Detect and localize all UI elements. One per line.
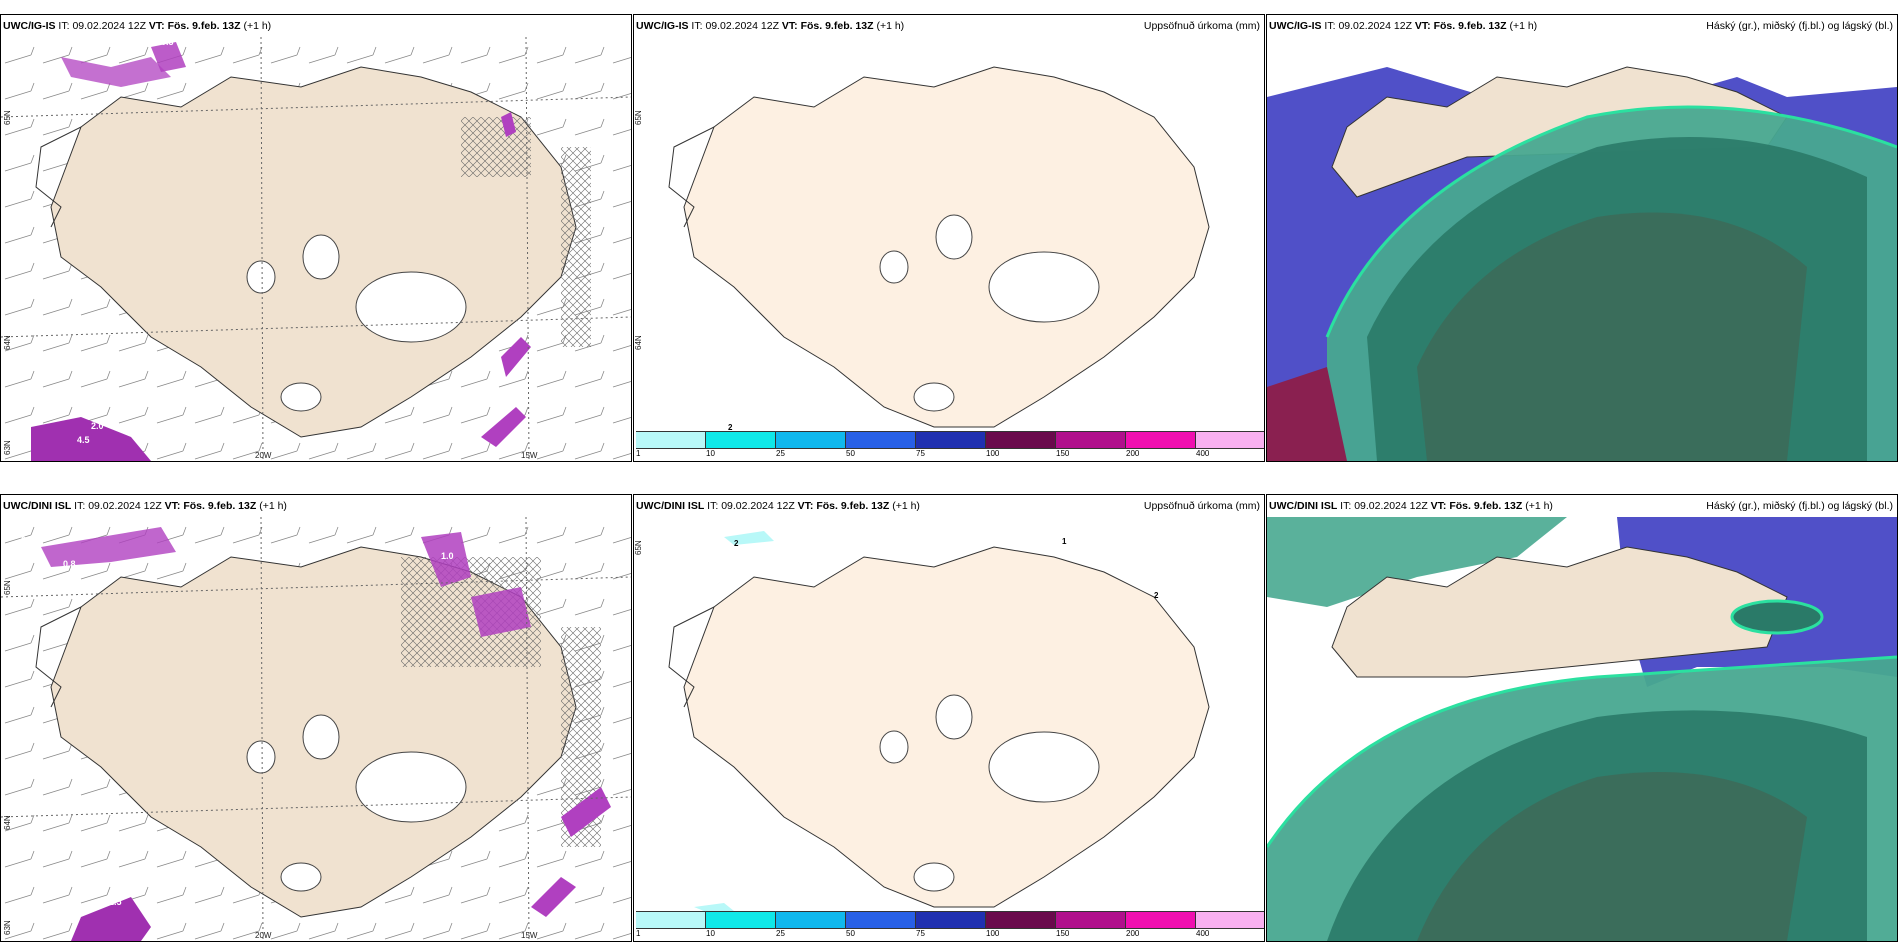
colorbar-tick: 100 xyxy=(986,449,1000,458)
lon-label: 15W xyxy=(521,931,538,940)
lat-label: 65N xyxy=(634,540,643,555)
lat-label: 63N xyxy=(3,440,12,455)
colorbar-segment xyxy=(776,431,846,449)
panel-header: UWC/DINI ISL IT: 09.02.2024 12Z VT: Fös.… xyxy=(3,500,287,512)
cloud-cover-map xyxy=(1267,517,1897,941)
precip-value: 1.0 xyxy=(441,551,454,561)
precip-value: 0.3 xyxy=(21,535,34,545)
colorbar-tick: 400 xyxy=(1196,929,1210,938)
panel-header: UWC/IG-IS IT: 09.02.2024 12Z VT: Fös. 9.… xyxy=(3,20,272,32)
colorbar-segment xyxy=(706,431,776,449)
contour-label: 2 xyxy=(734,539,739,548)
lat-label: 64N xyxy=(3,335,12,350)
lat-label: 64N xyxy=(634,335,643,350)
colorbar-tick: 200 xyxy=(1126,929,1140,938)
panel-top-left: UWC/IG-IS IT: 09.02.2024 12Z VT: Fös. 9.… xyxy=(0,14,632,462)
colorbar-ticks: 1 10 25 50 75 100 150 200 400 xyxy=(636,929,1264,941)
colorbar-tick: 10 xyxy=(706,449,715,458)
colorbar-tick: 150 xyxy=(1056,449,1070,458)
colorbar-segment xyxy=(636,431,706,449)
lon-label: 15W xyxy=(521,451,538,460)
panel-bottom-right: UWC/DINI ISL IT: 09.02.2024 12Z VT: Fös.… xyxy=(1266,494,1898,942)
colorbar-tick: 1 xyxy=(636,449,641,458)
panel-header: UWC/IG-IS IT: 09.02.2024 12Z VT: Fös. 9.… xyxy=(634,15,1264,37)
lat-label: 64N xyxy=(3,815,12,830)
colorbar-tick: 50 xyxy=(846,449,855,458)
colorbar-segment xyxy=(1126,431,1196,449)
precip-value: 0.3 xyxy=(161,37,174,47)
colorbar-segment xyxy=(1196,911,1264,929)
panel-header: UWC/DINI ISL IT: 09.02.2024 12Z VT: Fös.… xyxy=(1267,495,1897,517)
precip-colorbar xyxy=(636,431,1264,449)
colorbar-segment xyxy=(706,911,776,929)
colorbar-segment xyxy=(846,431,916,449)
colorbar-tick: 150 xyxy=(1056,929,1070,938)
wind-precip-map xyxy=(1,37,631,461)
precip-colorbar xyxy=(636,911,1264,929)
map-title: Háský (gr.), miðský (fj.bl.) og lágský (… xyxy=(1706,500,1893,512)
colorbar-segment xyxy=(1126,911,1196,929)
contour-label: 2 xyxy=(728,423,733,432)
colorbar-segment xyxy=(1196,431,1264,449)
lat-label: 63N xyxy=(3,920,12,935)
colorbar-segment xyxy=(916,911,986,929)
lat-label: 65N xyxy=(634,110,643,125)
colorbar-tick: 100 xyxy=(986,929,1000,938)
colorbar-segment xyxy=(1056,431,1126,449)
colorbar-tick: 400 xyxy=(1196,449,1210,458)
panel-header: UWC/IG-IS IT: 09.02.2024 12Z VT: Fös. 9.… xyxy=(1267,15,1897,37)
colorbar-tick: 1 xyxy=(636,929,641,938)
lon-label: 20W xyxy=(255,451,272,460)
panel-bottom-middle: UWC/DINI ISL IT: 09.02.2024 12Z VT: Fös.… xyxy=(633,494,1265,942)
lon-label: 20W xyxy=(255,931,272,940)
colorbar-segment xyxy=(916,431,986,449)
colorbar-segment xyxy=(636,911,706,929)
lat-label: 65N xyxy=(3,110,12,125)
map-title: Uppsöfnuð úrkoma (mm) xyxy=(1143,20,1260,32)
precip-value: 2.5 xyxy=(109,897,122,907)
colorbar-segment xyxy=(846,911,916,929)
colorbar-segment xyxy=(986,911,1056,929)
colorbar-tick: 50 xyxy=(846,929,855,938)
panel-header: UWC/DINI ISL IT: 09.02.2024 12Z VT: Fös.… xyxy=(634,495,1264,517)
colorbar-segment xyxy=(1056,911,1126,929)
map-title: Háský (gr.), miðský (fj.bl.) og lágský (… xyxy=(1706,20,1893,32)
colorbar-segment xyxy=(776,911,846,929)
panel-top-right: UWC/IG-IS IT: 09.02.2024 12Z VT: Fös. 9.… xyxy=(1266,14,1898,462)
precip-value: 2.0 xyxy=(91,421,104,431)
colorbar-tick: 75 xyxy=(916,929,925,938)
cloud-cover-map xyxy=(1267,37,1897,461)
colorbar-tick: 75 xyxy=(916,449,925,458)
colorbar-tick: 10 xyxy=(706,929,715,938)
panel-top-middle: UWC/IG-IS IT: 09.02.2024 12Z VT: Fös. 9.… xyxy=(633,14,1265,462)
contour-label: 2 xyxy=(1154,591,1159,600)
colorbar-tick: 200 xyxy=(1126,449,1140,458)
wind-precip-map xyxy=(1,517,631,941)
precip-value: 0.3 xyxy=(81,51,94,61)
contour-label: 1 xyxy=(1062,537,1067,546)
panel-bottom-left: UWC/DINI ISL IT: 09.02.2024 12Z VT: Fös.… xyxy=(0,494,632,942)
colorbar-tick: 25 xyxy=(776,449,785,458)
colorbar-segment xyxy=(986,431,1056,449)
map-title: Uppsöfnuð úrkoma (mm) xyxy=(1143,500,1260,512)
accumulated-precip-map xyxy=(634,517,1264,941)
lat-label: 65N xyxy=(3,580,12,595)
precip-value: 4.5 xyxy=(77,435,90,445)
accumulated-precip-map xyxy=(634,37,1264,461)
colorbar-tick: 25 xyxy=(776,929,785,938)
precip-value: 0.8 xyxy=(63,559,76,569)
colorbar-ticks: 1 10 25 50 75 100 150 200 400 xyxy=(636,449,1264,461)
